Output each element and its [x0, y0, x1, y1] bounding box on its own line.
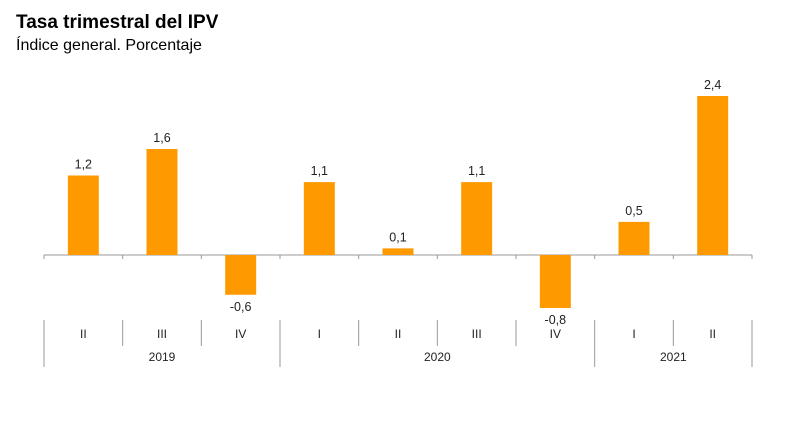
bar	[697, 96, 729, 255]
quarter-label: II	[709, 327, 716, 341]
data-label: 0,5	[625, 204, 642, 218]
year-label: 2019	[149, 350, 176, 364]
data-label: 1,2	[75, 158, 92, 172]
chart-subtitle: Índice general. Porcentaje	[16, 37, 202, 54]
bar	[67, 175, 99, 255]
data-label: 1,1	[468, 164, 485, 178]
quarter-label: IV	[235, 327, 246, 341]
data-label: -0,8	[545, 313, 567, 327]
quarter-label: I	[318, 327, 321, 341]
data-label: 2,4	[704, 78, 721, 92]
quarter-label: III	[157, 327, 167, 341]
bar	[146, 149, 178, 255]
quarter-label: II	[80, 327, 87, 341]
year-label: 2021	[660, 350, 687, 364]
bar	[539, 255, 571, 308]
quarter-label: II	[395, 327, 402, 341]
bar	[618, 221, 650, 255]
data-label: 0,1	[389, 230, 406, 244]
bar	[382, 248, 414, 255]
data-label: 1,6	[153, 131, 170, 145]
quarter-label: I	[632, 327, 635, 341]
chart-title: Tasa trimestral del IPV	[16, 12, 219, 33]
year-label: 2020	[424, 350, 451, 364]
data-label: -0,6	[230, 300, 252, 314]
quarter-label: III	[472, 327, 482, 341]
bar	[225, 255, 257, 295]
bar	[303, 182, 335, 255]
bar	[461, 182, 493, 255]
data-label: 1,1	[311, 164, 328, 178]
quarter-label: IV	[550, 327, 561, 341]
